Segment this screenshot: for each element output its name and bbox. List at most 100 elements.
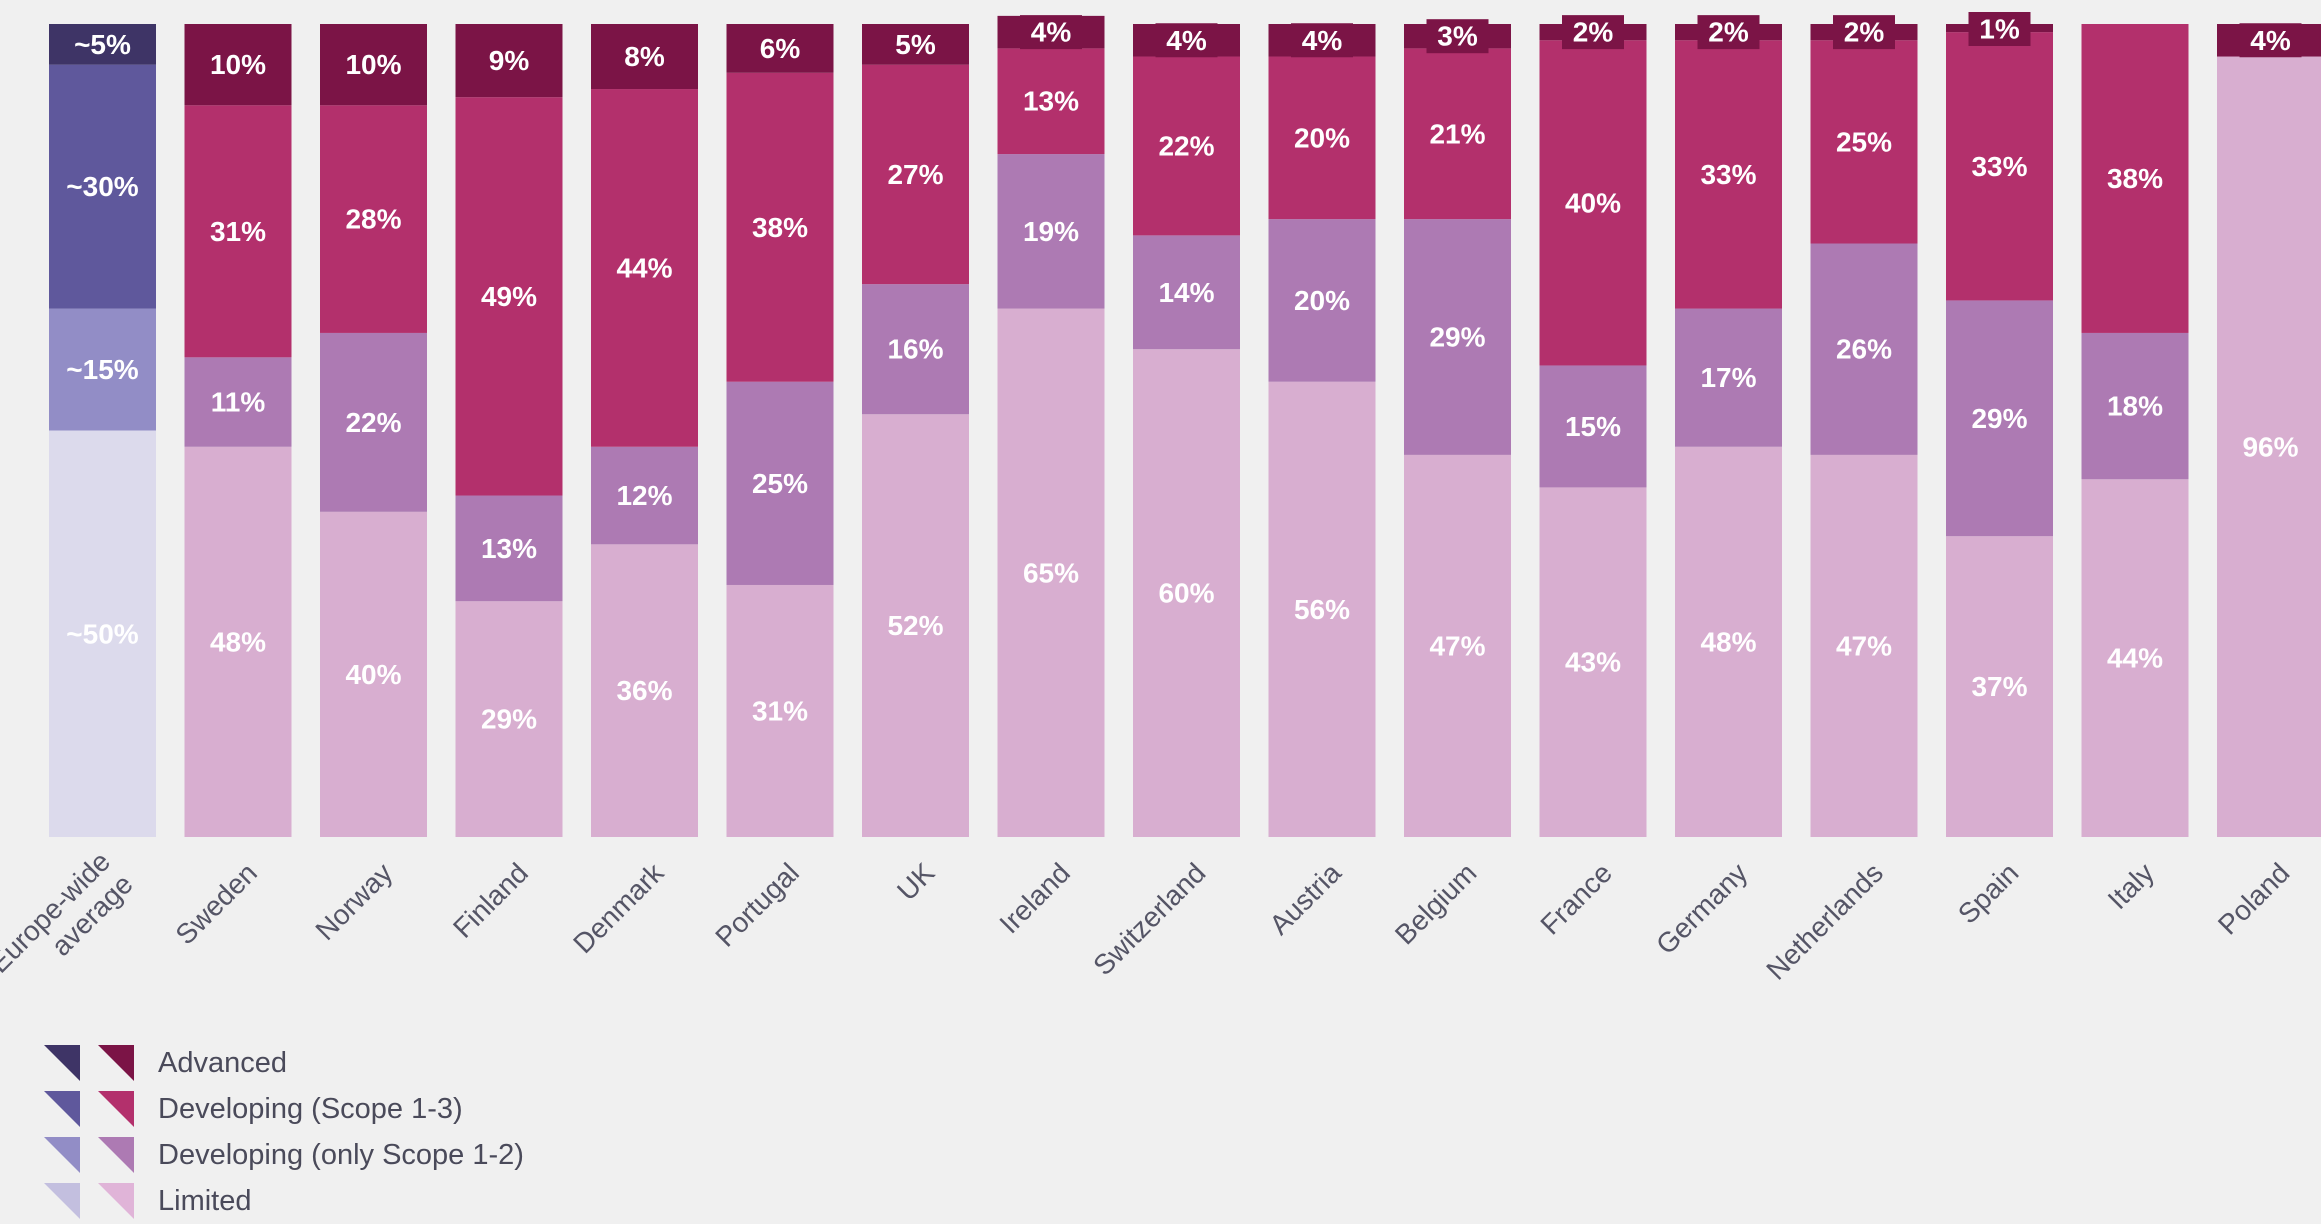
legend-label-limited: Limited [158, 1184, 252, 1217]
bar-segment-advanced-sweden [184, 24, 292, 106]
bar-segment-advanced-finland [455, 24, 563, 98]
bar-segment-limited-belgium [1404, 454, 1511, 837]
value-label-box [1291, 23, 1353, 58]
bar-segment-developing-scope-1-3-ireland [997, 48, 1105, 155]
bar-segment-developing-scope-1-3-switzerland [1133, 56, 1240, 236]
legend-triangle-country [98, 1183, 134, 1219]
bar-segment-advanced-portugal [726, 24, 834, 73]
value-label-developing-scope-1-3-germany: 33% [1700, 159, 1756, 190]
legend-triangle-country [98, 1091, 134, 1127]
x-tick-label-switzerland: Switzerland [1087, 857, 1211, 981]
bar-segment-developing-only-scope-1-2-germany [1675, 308, 1782, 447]
value-label-advanced-europe-wide-average: ~5% [74, 29, 131, 60]
value-label-developing-only-scope-1-2-netherlands: 26% [1836, 334, 1892, 365]
x-tick-label-france: France [1534, 857, 1618, 941]
x-tick-label-germany: Germany [1650, 857, 1753, 960]
bar-segment-limited-finland [455, 601, 563, 837]
value-label-developing-only-scope-1-2-germany: 17% [1700, 362, 1756, 393]
bar-segment-developing-scope-1-3-europe-wide-average [49, 64, 156, 309]
value-label-box [1833, 15, 1895, 50]
value-label-advanced-denmark: 8% [624, 41, 665, 72]
bar-segment-limited-netherlands [1810, 454, 1918, 837]
value-label-advanced-finland: 9% [489, 45, 530, 76]
value-label-developing-only-scope-1-2-spain: 29% [1971, 403, 2027, 434]
legend-swatch-limited [44, 1183, 134, 1219]
value-label-box [1697, 15, 1760, 50]
legend-item-advanced: Advanced [44, 1040, 524, 1086]
x-tick-label-norway: Norway [309, 857, 398, 946]
x-tick-label-line: UK [891, 857, 941, 907]
bar-segment-developing-only-scope-1-2-netherlands [1810, 243, 1918, 455]
legend-triangle-average [44, 1045, 80, 1081]
x-tick-label-poland: Poland [2212, 857, 2296, 941]
x-tick-label-line: Sweden [169, 857, 262, 950]
value-label-limited-ireland: 65% [1023, 557, 1079, 588]
bar-segment-developing-scope-1-3-uk [862, 64, 969, 285]
bar-segment-limited-denmark [591, 544, 698, 837]
value-label-developing-scope-1-3-italy: 38% [2107, 163, 2163, 194]
bar-segment-limited-poland [2217, 56, 2321, 837]
bar-segment-developing-only-scope-1-2-sweden [184, 357, 292, 447]
value-label-advanced-france: 2% [1573, 17, 1614, 48]
x-tick-label-line: Denmark [567, 856, 670, 959]
legend-item-developing-scope-1-2: Developing (only Scope 1-2) [44, 1132, 524, 1178]
value-label-box [1426, 19, 1489, 54]
bar-segment-developing-scope-1-3-finland [455, 97, 563, 496]
x-tick-label-line: Ireland [993, 857, 1075, 939]
bar-segment-developing-scope-1-3-norway [320, 105, 427, 333]
value-labels-layer: ~50% ~15% ~30% ~5% 48% 11% 31% 10% 40% 22% 28% 10% 2… [66, 12, 2302, 735]
bar-segment-limited-switzerland [1133, 349, 1240, 837]
x-tick-label-italy: Italy [2102, 857, 2160, 915]
x-tick-label-ireland: Ireland [993, 857, 1075, 939]
x-tick-label-portugal: Portugal [709, 857, 805, 953]
value-label-limited-norway: 40% [345, 659, 401, 690]
value-label-advanced-ireland: 4% [1031, 17, 1072, 48]
bar-segment-developing-only-scope-1-2-portugal [726, 381, 834, 585]
value-label-developing-only-scope-1-2-austria: 20% [1294, 285, 1350, 316]
bar-segment-developing-only-scope-1-2-austria [1268, 219, 1376, 382]
x-tick-label-line: Norway [309, 857, 398, 946]
legend-swatch-advanced [44, 1045, 134, 1081]
value-label-developing-only-scope-1-2-italy: 18% [2107, 391, 2163, 422]
value-label-limited-france: 43% [1565, 647, 1621, 678]
value-label-developing-scope-1-3-netherlands: 25% [1836, 126, 1892, 157]
bar-segment-advanced-denmark [591, 24, 698, 90]
x-tick-label-line: Italy [2102, 857, 2160, 915]
value-label-box [1968, 12, 2031, 46]
bar-segment-developing-only-scope-1-2-europe-wide-average [49, 308, 156, 431]
value-label-developing-only-scope-1-2-norway: 22% [345, 407, 401, 438]
legend-triangle-average [44, 1137, 80, 1173]
value-label-developing-only-scope-1-2-europe-wide-average: ~15% [66, 354, 138, 385]
bar-segment-limited-norway [320, 511, 427, 837]
value-label-advanced-austria: 4% [1302, 25, 1343, 56]
value-label-developing-only-scope-1-2-sweden: 11% [211, 387, 266, 418]
bar-segment-developing-only-scope-1-2-ireland [997, 154, 1105, 309]
value-label-advanced-germany: 2% [1708, 17, 1749, 48]
value-label-developing-only-scope-1-2-finland: 13% [481, 533, 537, 564]
value-label-box [1155, 23, 1218, 58]
value-label-limited-denmark: 36% [616, 675, 672, 706]
x-tick-label-belgium: Belgium [1389, 857, 1482, 950]
x-tick-label-line: Switzerland [1087, 857, 1211, 981]
value-label-limited-switzerland: 60% [1158, 578, 1214, 609]
bar-segment-developing-only-scope-1-2-denmark [591, 446, 698, 545]
x-tick-label-netherlands: Netherlands [1760, 857, 1889, 986]
legend-triangle-average [44, 1183, 80, 1219]
value-label-advanced-poland: 4% [2250, 25, 2291, 56]
bar-segment-developing-scope-1-3-sweden [184, 105, 292, 358]
value-label-advanced-norway: 10% [345, 49, 401, 80]
bar-segment-developing-scope-1-3-spain [1946, 32, 2053, 301]
value-label-developing-only-scope-1-2-denmark: 12% [616, 480, 672, 511]
value-label-developing-scope-1-3-ireland: 13% [1023, 86, 1079, 117]
value-label-box [71, 27, 134, 62]
value-label-developing-scope-1-3-portugal: 38% [752, 212, 808, 243]
bar-segment-developing-only-scope-1-2-norway [320, 332, 427, 512]
x-tick-label-denmark: Denmark [567, 856, 670, 959]
x-tick-label-finland: Finland [447, 857, 534, 944]
bar-segment-limited-ireland [997, 308, 1105, 837]
value-label-developing-scope-1-3-switzerland: 22% [1158, 130, 1214, 161]
value-label-advanced-spain: 1% [1979, 14, 2020, 45]
bar-segment-limited-portugal [726, 584, 834, 837]
value-label-developing-only-scope-1-2-ireland: 19% [1023, 216, 1079, 247]
